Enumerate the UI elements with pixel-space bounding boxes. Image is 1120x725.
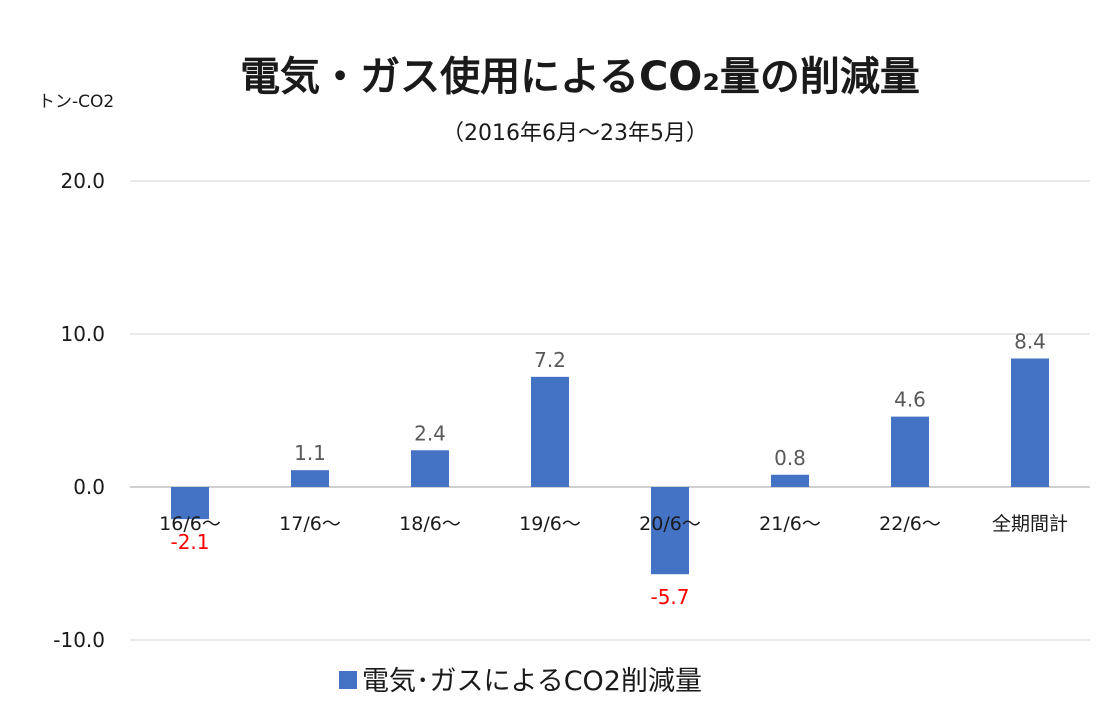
data-label: 1.1 bbox=[294, 441, 326, 465]
legend: 電気･ガスによるCO2削減量 bbox=[339, 666, 702, 697]
x-tick-label: 全期間計 bbox=[992, 513, 1068, 535]
gridlines bbox=[130, 180, 1090, 641]
bar bbox=[771, 474, 809, 487]
x-tick-label: 22/6～ bbox=[879, 513, 941, 535]
y-tick-label: 20.0 bbox=[60, 169, 105, 193]
y-axis-ticks: 20.0 10.0 0.0 -10.0 bbox=[53, 169, 105, 652]
data-label: 2.4 bbox=[414, 421, 446, 445]
y-tick-label: -10.0 bbox=[53, 628, 105, 652]
bar bbox=[291, 470, 329, 487]
x-tick-label: 20/6～ bbox=[639, 513, 701, 535]
bar bbox=[171, 487, 209, 520]
bars bbox=[171, 358, 1049, 575]
chart-subtitle: （2016年6月～23年5月） bbox=[442, 121, 708, 146]
data-label: 4.6 bbox=[894, 388, 926, 412]
data-label: 8.4 bbox=[1014, 329, 1046, 353]
legend-label: 電気･ガスによるCO2削減量 bbox=[362, 666, 702, 697]
data-label: -2.1 bbox=[170, 530, 209, 554]
bar bbox=[411, 450, 449, 487]
x-tick-label: 18/6～ bbox=[399, 513, 461, 535]
y-tick-label: 0.0 bbox=[73, 475, 105, 499]
x-axis-ticks: 16/6～ 17/6～ 18/6～ 19/6～ 20/6～ 21/6～ 22/6～ 全期間計 bbox=[159, 513, 1068, 535]
x-tick-label: 21/6～ bbox=[759, 513, 821, 535]
data-labels: -2.1 1.1 2.4 7.2 -5.7 0.8 4.6 8.4 bbox=[170, 329, 1045, 609]
x-tick-label: 19/6～ bbox=[519, 513, 581, 535]
data-label: 7.2 bbox=[534, 348, 566, 372]
bar bbox=[651, 487, 689, 575]
legend-swatch bbox=[339, 671, 357, 689]
data-label: 0.8 bbox=[774, 446, 806, 470]
data-label: -5.7 bbox=[650, 585, 689, 609]
bar bbox=[891, 416, 929, 487]
x-tick-label: 16/6～ bbox=[159, 513, 221, 535]
bar bbox=[531, 376, 569, 487]
bar bbox=[1011, 358, 1049, 487]
chart-title: 電気・ガス使用によるCO₂量の削減量 bbox=[240, 54, 920, 100]
x-tick-label: 17/6～ bbox=[279, 513, 341, 535]
y-axis-unit-label: トン-CO2 bbox=[38, 92, 114, 112]
y-tick-label: 10.0 bbox=[60, 322, 105, 346]
